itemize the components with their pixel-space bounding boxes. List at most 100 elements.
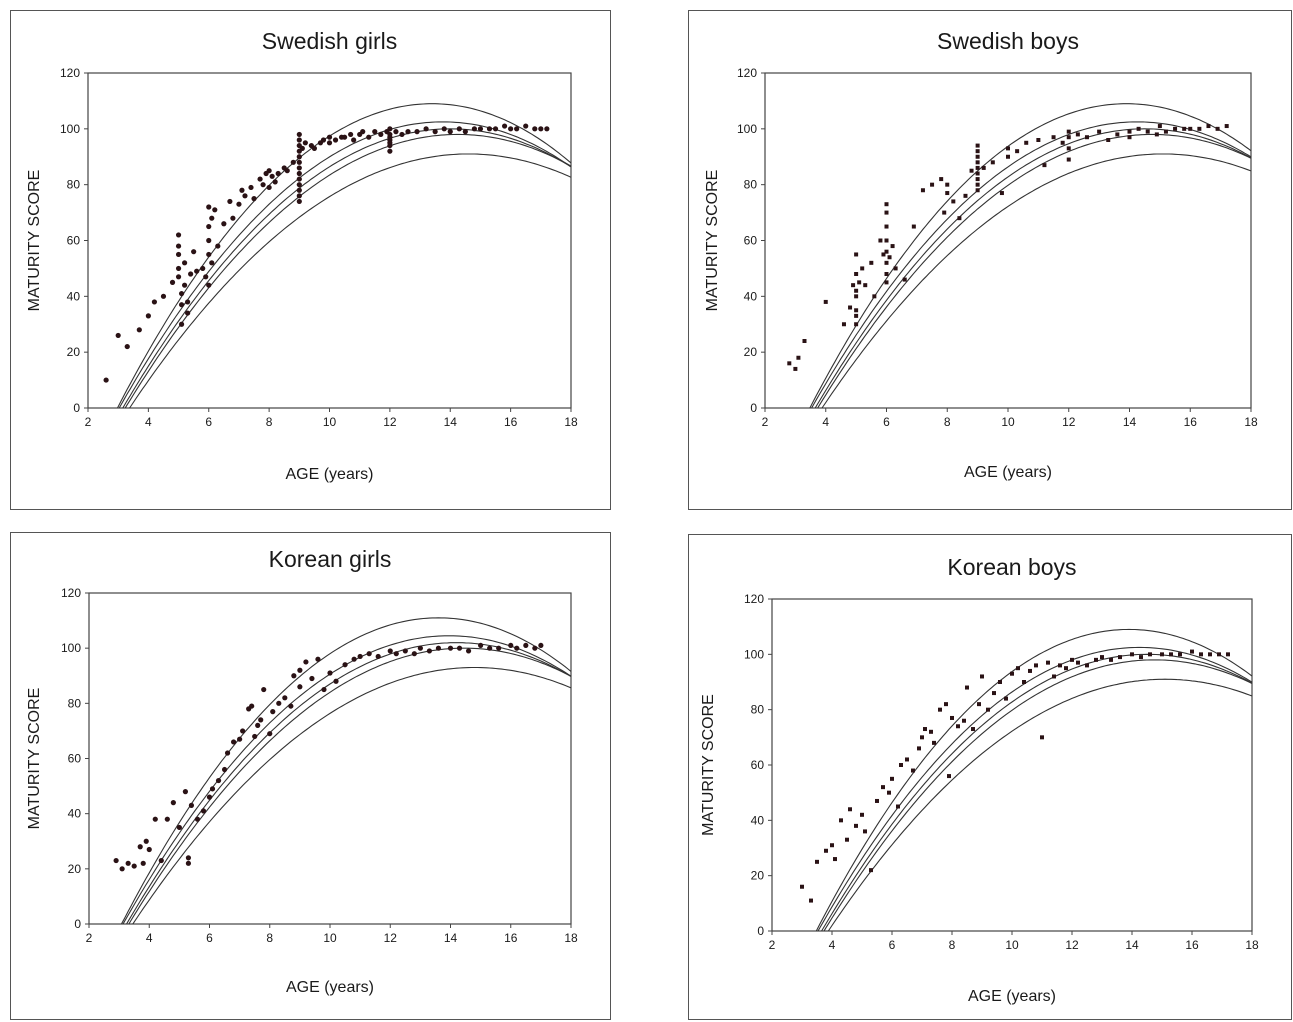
x-axis-label: AGE (years) [286, 979, 374, 996]
data-point [824, 848, 828, 853]
data-point [185, 860, 192, 866]
data-point [206, 223, 212, 230]
data-point [956, 724, 960, 729]
data-point [975, 154, 980, 159]
data-point [1024, 140, 1029, 145]
y-tick-label: 120 [60, 66, 80, 80]
data-point [945, 182, 950, 187]
y-tick-label: 20 [751, 869, 765, 883]
data-point [893, 266, 898, 271]
data-point [920, 735, 924, 740]
data-point [1015, 149, 1020, 154]
data-point [884, 272, 889, 276]
data-point [296, 198, 302, 205]
data-point [939, 177, 944, 182]
chart-title: Swedish boys [937, 28, 1079, 54]
data-point [206, 237, 212, 244]
data-point [258, 717, 264, 723]
data-point [261, 686, 267, 693]
data-point [288, 703, 294, 709]
data-point [975, 165, 980, 170]
data-point [1148, 652, 1152, 657]
data-point [158, 857, 164, 864]
data-point [845, 837, 849, 842]
data-point [447, 645, 454, 651]
data-point [981, 165, 986, 170]
x-tick-label: 2 [85, 415, 92, 429]
data-point [1160, 652, 1164, 657]
data-point [372, 129, 378, 135]
y-tick-label: 40 [67, 289, 81, 303]
data-point [1157, 124, 1162, 129]
data-point [206, 251, 212, 258]
data-point [282, 695, 288, 701]
chart-svg-korean-girls: Korean girls 2 4 6 8 10 12 14 16 18 0 20 40 60 80 100 12… [26, 546, 578, 996]
data-point [297, 684, 303, 690]
reference-curve-4 [128, 153, 571, 408]
data-point [284, 168, 290, 174]
reference-curve-3 [124, 133, 571, 408]
data-point [1075, 132, 1080, 137]
data-point [215, 777, 222, 784]
x-tick-label: 2 [86, 931, 93, 945]
chart-title: Korean boys [947, 554, 1076, 580]
data-point [387, 126, 393, 132]
data-point [296, 131, 302, 138]
x-axis-label: AGE (years) [964, 464, 1052, 481]
y-tick-label: 20 [67, 345, 81, 359]
y-tick-label: 80 [751, 703, 765, 717]
data-point [182, 260, 188, 266]
x-tick-label: 14 [444, 415, 458, 429]
chart-svg-swedish-boys: Swedish boys 2 4 6 8 10 12 14 16 18 0 20 40 60 80 100 12… [704, 28, 1258, 481]
data-point [975, 143, 980, 148]
x-tick-label: 12 [1062, 415, 1076, 429]
reference-curves [809, 103, 1251, 408]
x-tick-label: 12 [384, 931, 398, 945]
data-point [992, 691, 996, 696]
data-point [851, 283, 856, 288]
data-point [857, 280, 862, 285]
data-point [423, 126, 429, 132]
data-point [405, 129, 411, 135]
reference-curve-1 [817, 646, 1252, 931]
data-point [115, 332, 121, 339]
data-point [175, 232, 182, 238]
data-point [1066, 157, 1071, 162]
data-point [1070, 657, 1074, 662]
data-point [1182, 126, 1187, 131]
data-point [414, 129, 420, 135]
data-point [884, 238, 889, 243]
data-point [327, 670, 333, 676]
data-point [1058, 663, 1062, 668]
data-point [945, 191, 950, 196]
data-point [435, 645, 442, 651]
data-point [884, 249, 889, 254]
data-point [887, 790, 891, 795]
data-point [944, 702, 948, 707]
data-point [1010, 671, 1014, 676]
data-point [194, 816, 201, 822]
data-point [136, 327, 142, 333]
data-point [200, 265, 206, 272]
data-point [252, 733, 258, 740]
data-point [1028, 668, 1032, 673]
data-point [236, 201, 242, 207]
data-point [1206, 124, 1211, 129]
y-tick-label: 20 [68, 862, 82, 876]
x-tick-label: 10 [323, 415, 337, 429]
data-point [296, 182, 302, 188]
data-point [884, 202, 889, 207]
data-point [930, 182, 935, 187]
data-point [315, 656, 321, 662]
data-point [1066, 129, 1071, 134]
data-point [260, 182, 266, 188]
data-point [182, 789, 188, 795]
data-point [290, 159, 296, 165]
data-point [237, 736, 243, 742]
data-point [911, 224, 916, 229]
data-point [209, 786, 216, 792]
y-tick-label: 80 [68, 696, 82, 710]
data-point [957, 216, 962, 221]
data-point [185, 855, 192, 861]
data-point [1085, 663, 1089, 668]
